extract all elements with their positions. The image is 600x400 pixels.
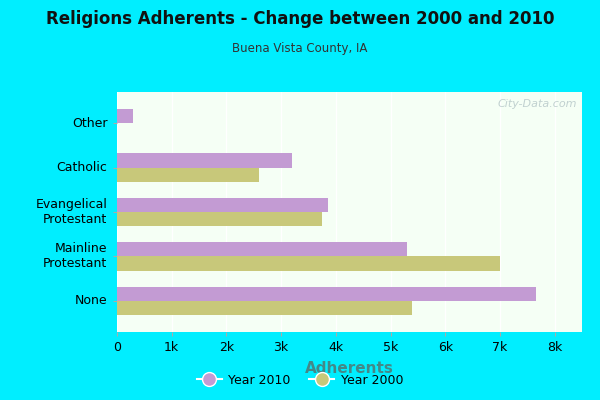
Bar xyxy=(117,168,259,182)
Bar xyxy=(117,212,322,226)
Text: Buena Vista County, IA: Buena Vista County, IA xyxy=(232,42,368,55)
Bar xyxy=(117,287,536,301)
Bar xyxy=(117,301,412,315)
Text: Religions Adherents - Change between 2000 and 2010: Religions Adherents - Change between 200… xyxy=(46,10,554,28)
Bar xyxy=(117,256,500,271)
X-axis label: Adherents: Adherents xyxy=(305,361,394,376)
Bar xyxy=(117,198,328,212)
Bar xyxy=(117,242,407,256)
Bar xyxy=(117,153,292,168)
Text: City-Data.com: City-Data.com xyxy=(498,99,577,109)
Bar xyxy=(117,109,133,123)
Legend: Year 2010, Year 2000: Year 2010, Year 2000 xyxy=(192,369,408,392)
